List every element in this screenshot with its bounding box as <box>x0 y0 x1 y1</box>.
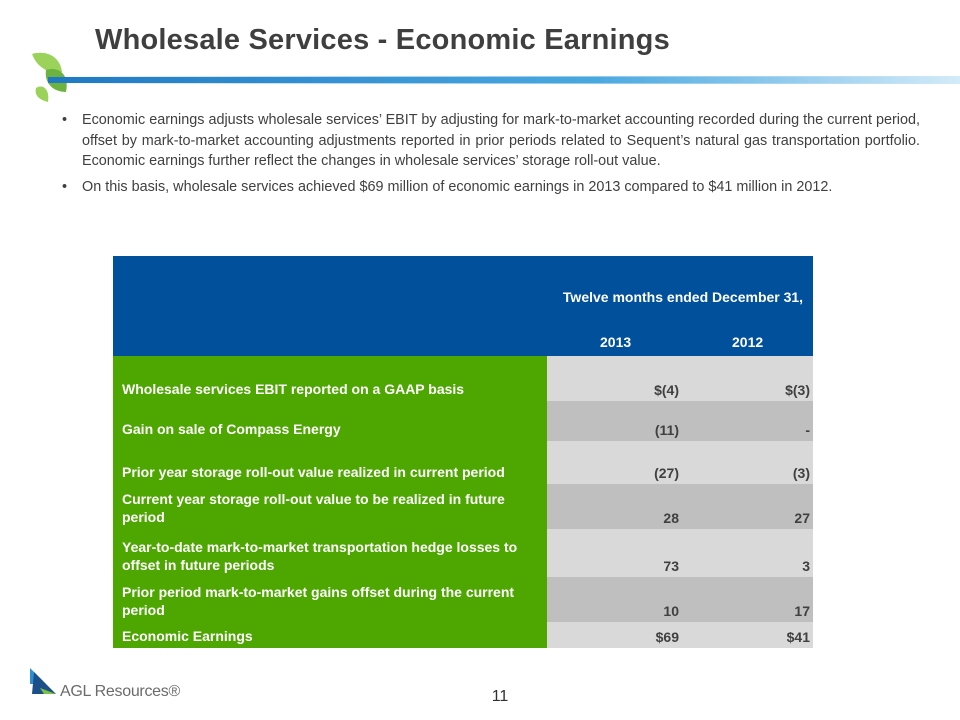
row-label: Economic Earnings <box>122 628 253 644</box>
bullet-text: On this basis, wholesale services achiev… <box>82 178 833 195</box>
table-row: Prior year storage roll-out value realiz… <box>113 441 813 484</box>
row-label: Current year storage roll-out value to b… <box>122 491 505 525</box>
bullet-text: Economic earnings adjusts wholesale serv… <box>82 112 920 169</box>
table-row-total: Economic Earnings $69 $41 <box>113 622 813 648</box>
agl-logo-icon <box>30 668 56 694</box>
cell-2013: 73 <box>663 558 679 574</box>
cell-2013: $69 <box>655 629 679 645</box>
page-title: Wholesale Services - Economic Earnings <box>95 24 670 56</box>
cell-2012: 17 <box>794 603 810 619</box>
cell-2013: 10 <box>663 603 679 619</box>
cell-2013: 28 <box>663 510 679 526</box>
cell-2012: 27 <box>794 510 810 526</box>
cell-2012: - <box>805 422 810 438</box>
row-label: Prior period mark-to-market gains offset… <box>122 584 515 618</box>
cell-2012: 3 <box>802 558 810 574</box>
cell-2012: $41 <box>786 629 810 645</box>
leaf-logo-icon <box>32 52 67 102</box>
row-label: Wholesale services EBIT reported on a GA… <box>122 381 465 397</box>
page-number: 11 <box>491 688 509 705</box>
bullet-list: • Economic earnings adjusts wholesale ser… <box>62 110 920 202</box>
title-rule-divider <box>48 76 960 84</box>
row-label: Gain on sale of Compass Energy <box>122 421 341 437</box>
table-row: Prior period mark-to-market gains offset… <box>113 577 813 622</box>
table-row: Year-to-date mark-to-market transportati… <box>113 529 813 577</box>
economic-earnings-table: Twelve months ended December 31, 2013 20… <box>113 256 813 648</box>
row-label: Year-to-date mark-to-market transportati… <box>122 539 518 573</box>
column-header-2012: 2012 <box>732 334 764 350</box>
table-header: Twelve months ended December 31, 2013 20… <box>113 256 813 356</box>
bullet-item: • Economic earnings adjusts wholesale ser… <box>62 112 920 169</box>
column-header-2013: 2013 <box>600 334 632 350</box>
cell-2013: (11) <box>654 422 679 438</box>
cell-2012: $(3) <box>785 382 810 398</box>
cell-2013: $(4) <box>654 382 679 398</box>
table-header-title: Twelve months ended December 31, <box>562 289 804 305</box>
table-row: Wholesale services EBIT reported on a GA… <box>113 356 813 401</box>
cell-2013: (27) <box>654 465 679 481</box>
table-row: Current year storage roll-out value to b… <box>113 484 813 529</box>
cell-2012: (3) <box>792 465 810 481</box>
bullet-item: • On this basis, wholesale services achie… <box>62 178 833 195</box>
table-row: Gain on sale of Compass Energy (11) - <box>113 401 813 441</box>
row-label: Prior year storage roll-out value realiz… <box>122 464 505 480</box>
company-logo-text: AGL Resources® <box>60 683 180 700</box>
